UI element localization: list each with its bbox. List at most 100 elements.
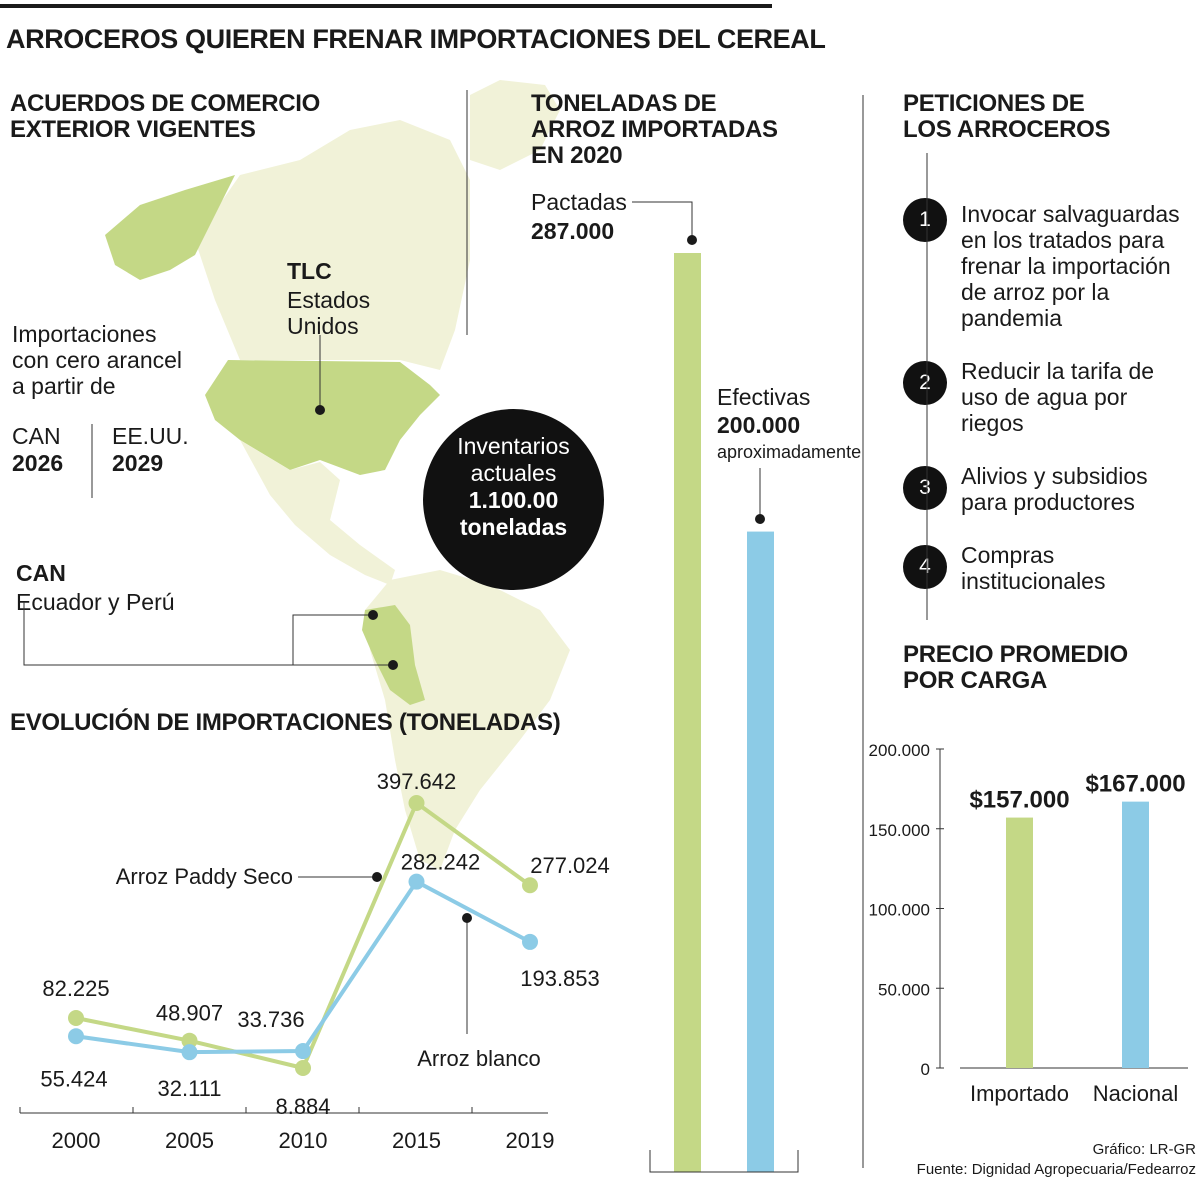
evolution-point-blanco-2000 [68,1028,84,1045]
evolution-point-paddy-2019 [522,877,538,894]
petition-2-line-3: riegos [961,410,1024,436]
price-y-label-3: 150.000 [869,821,930,840]
trade-agreements-heading-1: ACUERDOS DE COMERCIO [10,90,321,117]
price-value-nacional: $167.000 [1085,771,1185,798]
evolution-label-paddy-2010: 8.884 [275,1094,330,1119]
evolution-point-paddy-2005 [181,1032,198,1049]
imports-2020-heading-3: EN 2020 [531,142,623,169]
evolution-label-blanco-2005: 32.111 [157,1076,221,1101]
price-bar-importado [1006,817,1033,1068]
can-callout-dot-peru [388,660,398,670]
zero-tariff-line-3: a partir de [12,373,116,399]
price-y-label-0: 0 [921,1060,930,1079]
zero-tariff-line-1: Importaciones [12,321,157,347]
evolution-x-label-2015: 2015 [392,1128,441,1153]
inventory-line-4: toneladas [459,514,568,540]
trade-agreements-heading-2: EXTERIOR VIGENTES [10,116,256,143]
inventory-line-3: 1.100.00 [468,487,559,513]
petition-3-line-2: para productores [961,489,1135,515]
petition-text-3: Alivios y subsidios para productores [961,463,1191,515]
petition-4-line-1: Compras [961,542,1055,568]
petition-2-line-2: uso de agua por [961,384,1128,410]
price-y-label-4: 200.000 [869,741,930,760]
pactadas-callout-dot [687,235,697,245]
map-mexico [240,440,395,585]
price-bar-nacional [1122,801,1149,1068]
tlc-line-2: Unidos [287,313,359,339]
petition-2-line-1: Reducir la tarifa de [961,358,1155,384]
can-title: CAN [16,560,66,586]
efectivas-label: Efectivas [717,384,811,410]
petition-text-4: Compras institucionales [961,542,1191,594]
evolution-x-label-2005: 2005 [165,1128,214,1153]
legend-arroz-paddy-seco: Arroz Paddy Seco [116,864,293,889]
inventory-line-1: Inventarios [457,433,570,459]
evolution-label-paddy-2015: 397.642 [377,769,457,794]
petition-number-1: 1 [903,198,947,242]
petition-text-2: Reducir la tarifa de uso de agua por rie… [961,358,1191,436]
imports-baseline [649,1150,799,1173]
price-heading-2: POR CARGA [903,667,1047,694]
pactadas-value: 287.000 [531,218,615,244]
can-label: CAN [12,423,61,449]
evolution-label-blanco-2019: 193.853 [520,966,600,991]
evolution-label-blanco-2015: 282.242 [401,850,481,875]
imports-2020-heading-2: ARROZ IMPORTADAS [531,116,778,143]
evolution-label-blanco-2010: 33.736 [237,1007,304,1032]
efectivas-value: 200.000 [717,412,801,438]
efectivas-note: aproximadamente [717,442,862,462]
petition-3-line-1: Alivios y subsidios [961,463,1148,489]
evolution-x-label-2010: 2010 [279,1128,328,1153]
evolution-x-label-2019: 2019 [506,1128,555,1153]
price-y-label-1: 50.000 [878,980,930,999]
price-heading-1: PRECIO PROMEDIO [903,641,1128,668]
can-year: 2026 [12,450,64,476]
evolution-point-paddy-2010 [295,1060,311,1076]
petition-1-line-3: frenar la importación [961,253,1171,279]
evolution-point-blanco-2010 [295,1043,311,1060]
evolution-point-blanco-2005 [181,1044,198,1061]
tlc-callout-dot [315,405,325,415]
map-alaska [105,175,235,280]
evolution-heading: EVOLUCIÓN DE IMPORTACIONES (TONELADAS) [10,709,561,736]
petitions-heading-1: PETICIONES DE [903,90,1085,117]
imports-bar-efectivas [747,531,774,1172]
evolution-point-paddy-2015 [408,795,425,811]
credit: Gráfico: LR-GR [1092,1141,1196,1158]
inventory-line-2: actuales [470,460,557,486]
evolution-point-paddy-2000 [68,1010,84,1027]
evolution-label-paddy-2019: 277.024 [530,853,610,878]
evolution-label-blanco-2000: 55.424 [40,1066,107,1091]
efectivas-callout-dot [755,514,765,524]
pactadas-callout-line [632,201,693,240]
can-members: Ecuador y Perú [16,589,175,615]
petition-1-line-4: de arroz por la [961,279,1110,305]
can-callout-line [23,602,373,666]
petition-number-2: 2 [903,361,947,405]
petition-number-3: 3 [903,466,947,510]
tlc-title: TLC [287,258,332,284]
us-year: 2029 [112,450,164,476]
inventory-circle: Inventarios actuales 1.100.00 toneladas [423,409,604,590]
zero-tariff-line-2: con cero arancel [12,347,183,373]
evolution-label-paddy-2000: 82.225 [42,976,109,1001]
legend-blanco-dot [462,913,472,923]
map-south-america [365,570,570,870]
us-label: EE.UU. [112,423,189,449]
evolution-point-blanco-2015 [408,873,425,890]
evolution-x-label-2000: 2000 [52,1128,101,1153]
imports-bar-pactadas [674,253,701,1172]
price-category-importado: Importado [970,1081,1069,1106]
legend-paddy-dot [372,872,382,882]
petition-number-4: 4 [903,545,947,589]
evolution-label-paddy-2005: 48.907 [156,1001,223,1026]
imports-2020-heading-1: TONELADAS DE [531,90,717,117]
petition-text-1: Invocar salvaguardas en los tratados par… [961,201,1191,331]
tlc-line-1: Estados [287,287,371,313]
petition-1-line-2: en los tratados para [961,227,1165,253]
map-canada [195,120,470,370]
petitions-heading-2: LOS ARROCEROS [903,116,1111,143]
map-usa [205,360,440,475]
